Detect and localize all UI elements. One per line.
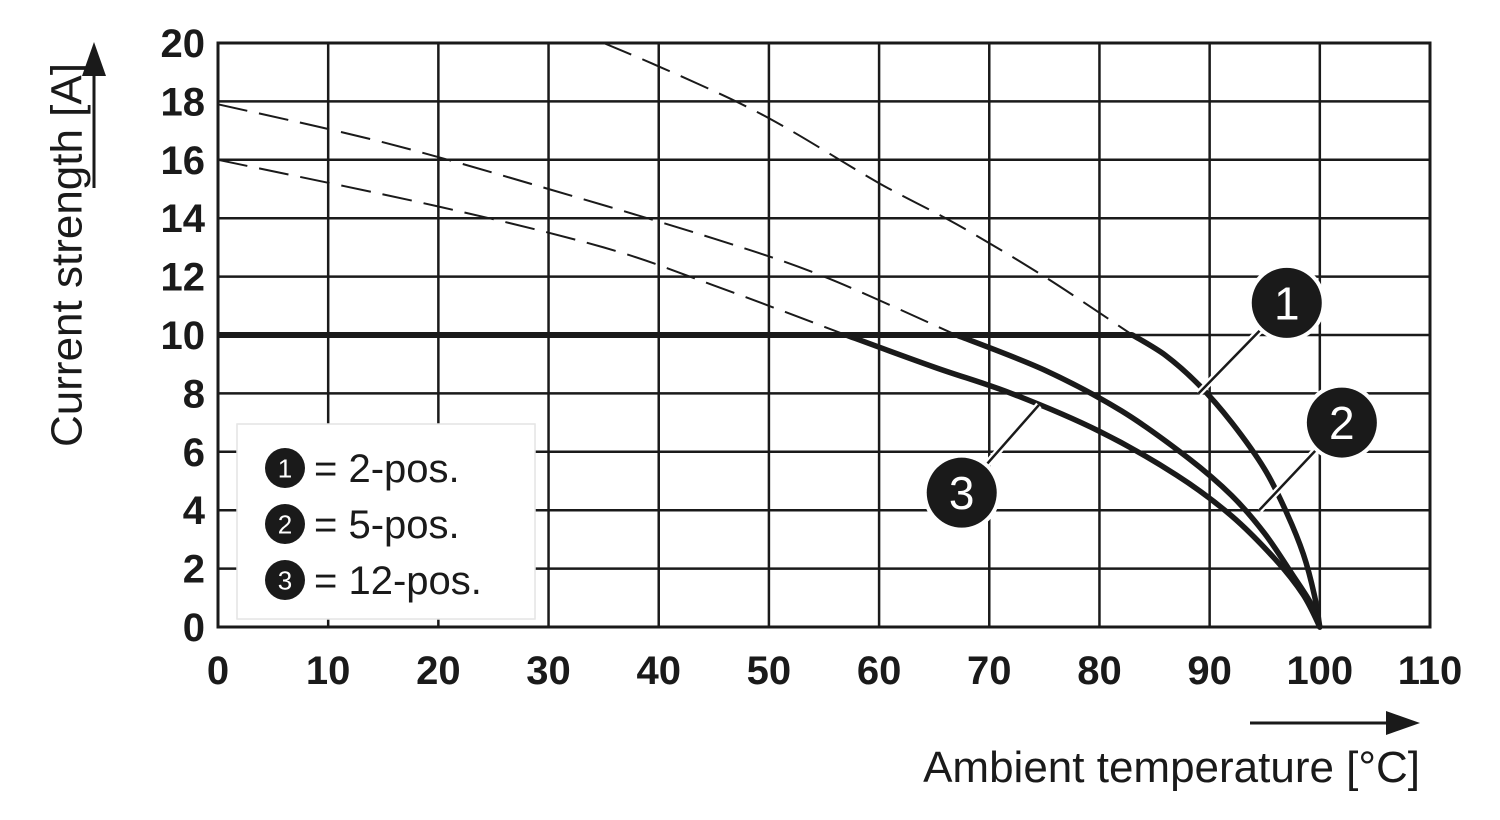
y-tick-label: 6: [183, 431, 205, 475]
x-tick-label: 50: [747, 649, 792, 693]
x-tick-label: 20: [416, 649, 461, 693]
legend-item-2-label: = 5-pos.: [314, 503, 460, 547]
callout-1-badge: 1: [1247, 263, 1326, 342]
callout-3-badge-disc: [926, 457, 997, 528]
legend-item-1-badge: 1: [261, 444, 309, 492]
callout-2-badge-disc: [1306, 387, 1377, 458]
legend-item-2-badge-disc: [265, 504, 305, 544]
x-tick-label: 60: [857, 649, 902, 693]
legend-item-3-label: = 12-pos.: [314, 559, 482, 603]
x-tick-label: 30: [526, 649, 571, 693]
x-tick-label: 90: [1187, 649, 1232, 693]
tick-labels: 0 10 20 30 40 50 60 70 80 90 100 110024681012141618…: [161, 22, 1463, 693]
x-tick-label: 10: [306, 649, 351, 693]
y-axis-label: Current strength [A]: [43, 63, 92, 447]
x-tick-label: 40: [636, 649, 681, 693]
callout-1-badge-label: 1: [1274, 277, 1300, 329]
x-tick-label: 110: [1398, 649, 1463, 693]
legend-item-1-badge-label: 1: [278, 453, 292, 483]
y-tick-label: 12: [161, 256, 206, 300]
legend-item-1-badge-disc: [265, 448, 305, 488]
curves: [217, 42, 1323, 630]
series-2-derating: [953, 332, 1323, 630]
legend-item-3-badge-label: 3: [278, 565, 292, 595]
callout-2-badge: 2: [1302, 383, 1381, 462]
y-tick-label: 8: [183, 372, 205, 416]
legend-item-2-badge: 2: [261, 500, 309, 548]
x-axis-arrow-icon: [1386, 711, 1420, 735]
x-tick-label: 100: [1286, 649, 1353, 693]
callout-3-badge-label: 3: [949, 467, 975, 519]
y-axis-arrow-icon: [82, 42, 106, 76]
series-3-derating: [843, 332, 1323, 630]
y-tick-label: 20: [161, 22, 206, 66]
legend-item-3-badge-disc: [265, 560, 305, 600]
series-3-extrapolation: [217, 158, 847, 336]
y-tick-label: 16: [161, 139, 206, 183]
callouts: 1 2 3: [922, 263, 1381, 532]
legend-item-2-badge-label: 2: [278, 509, 292, 539]
legend-item-3-badge: 3: [261, 556, 309, 604]
series-2-extrapolation: [217, 103, 957, 336]
y-tick-label: 4: [183, 489, 206, 533]
axis-labels: Current strength [A] Ambient temperature…: [43, 42, 1420, 792]
y-tick-label: 0: [183, 606, 205, 650]
x-tick-label: 0: [207, 649, 229, 693]
callout-1-badge-disc: [1251, 267, 1322, 338]
x-axis-label: Ambient temperature [°C]: [923, 743, 1420, 792]
series-1-extrapolation: [603, 42, 1134, 336]
x-tick-label: 80: [1077, 649, 1122, 693]
y-tick-label: 14: [161, 197, 206, 241]
legend-item-1-label: = 2-pos.: [314, 447, 460, 491]
legend: 1 = 2-pos. 2 = 5-pos. 3 = 12-pos.: [236, 423, 536, 620]
y-tick-label: 18: [161, 80, 206, 124]
y-tick-label: 2: [183, 548, 205, 592]
series-1-derating: [1129, 332, 1323, 630]
callout-2-badge-label: 2: [1329, 397, 1355, 449]
x-tick-label: 70: [967, 649, 1012, 693]
callout-3-badge: 3: [922, 453, 1001, 532]
y-tick-label: 10: [161, 314, 206, 358]
